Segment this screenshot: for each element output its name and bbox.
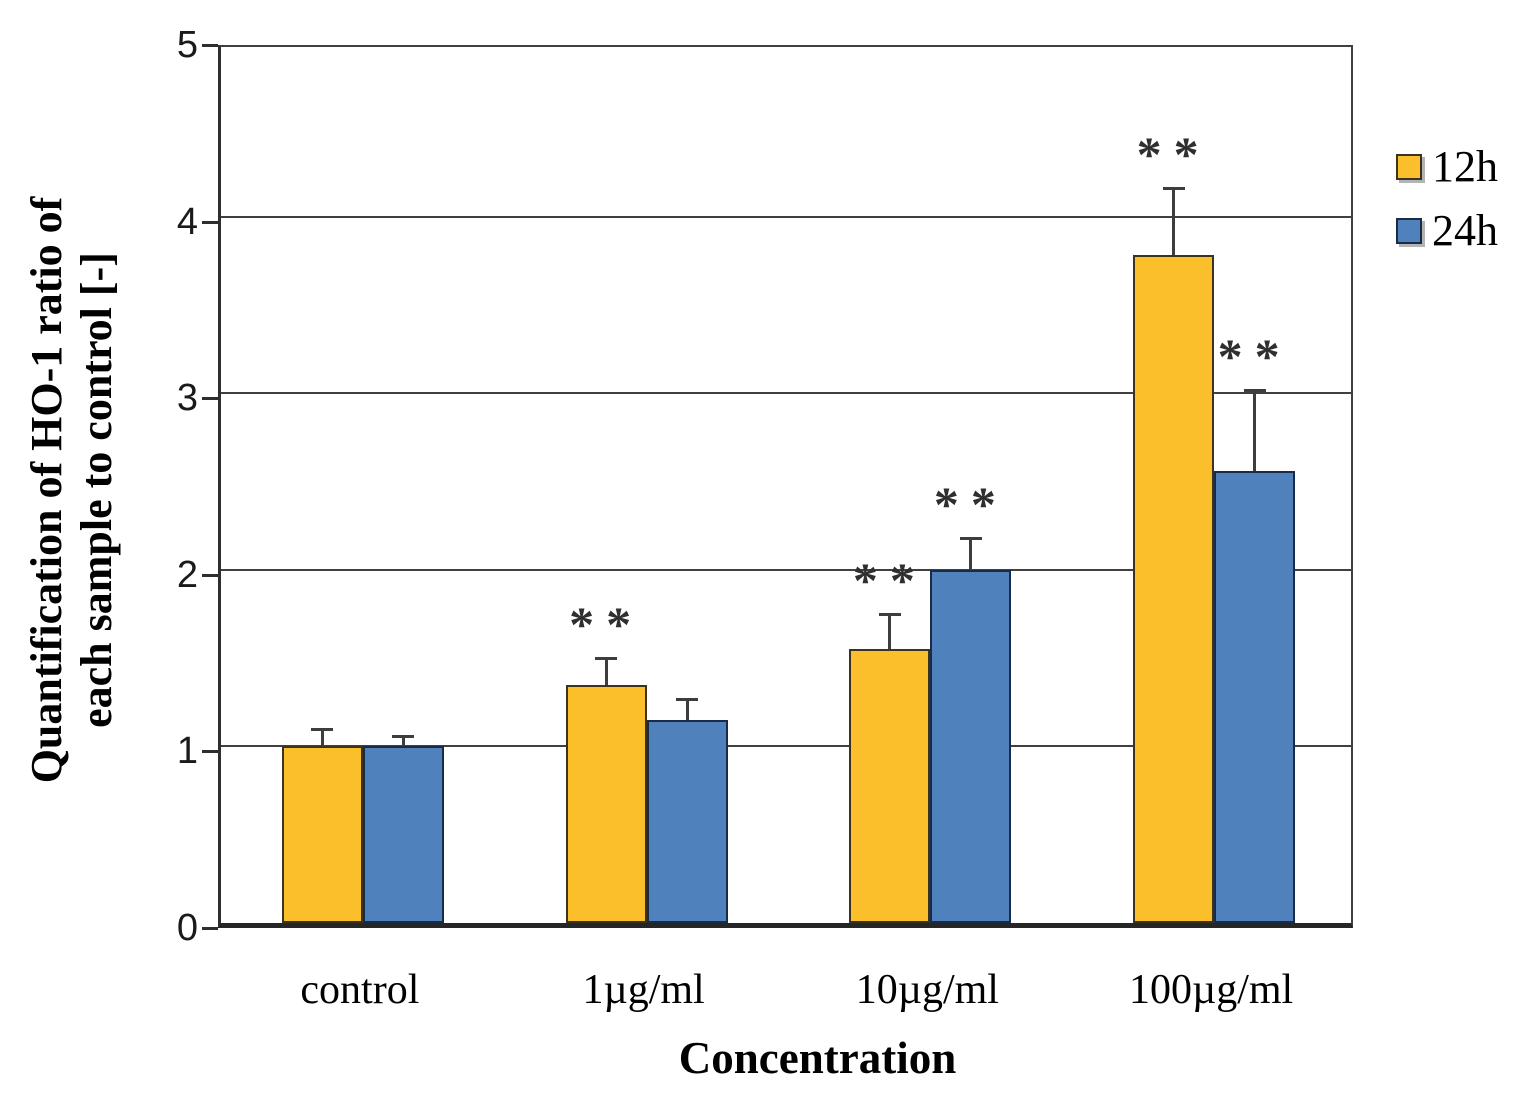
- legend-label-12h: 12h: [1432, 142, 1498, 191]
- legend-swatch-12h: [1396, 154, 1422, 180]
- bar-24h-10µg/ml: [930, 569, 1012, 923]
- error-cap-24h-1µg/ml: [676, 697, 699, 701]
- y-tick-mark-2: [202, 573, 218, 577]
- error-cap-12h-10µg/ml: [878, 612, 901, 616]
- plot-area: ** ** ** ** **: [218, 45, 1353, 928]
- y-tick-mark-4: [202, 220, 218, 224]
- x-axis-title: Concentration: [678, 1033, 957, 1083]
- error-bar-12h-control: [320, 728, 324, 747]
- bar-12h-10µg/ml: [849, 649, 931, 923]
- error-bar-24h-100µg/ml: [1253, 389, 1257, 471]
- significance-12h-100µg/ml: **: [1136, 126, 1211, 183]
- bar-12h-1µg/ml: [565, 684, 647, 923]
- gridline-y3: [221, 392, 1351, 395]
- error-bar-12h-1µg/ml: [604, 658, 608, 685]
- legend-label-24h: 24h: [1432, 206, 1498, 255]
- gridline-y1: [221, 745, 1351, 748]
- bar-12h-control: [281, 746, 363, 923]
- error-cap-12h-100µg/ml: [1162, 187, 1185, 191]
- y-tick-label-0: 0: [176, 907, 198, 949]
- bar-12h-100µg/ml: [1133, 255, 1215, 923]
- error-bar-12h-100µg/ml: [1172, 188, 1176, 256]
- legend-item-24h: 24h: [1396, 208, 1498, 254]
- error-cap-24h-control: [392, 734, 415, 738]
- error-cap-12h-1µg/ml: [595, 657, 618, 661]
- x-category-label-100µg/ml: 100µg/ml: [1129, 967, 1294, 1013]
- significance-24h-100µg/ml: **: [1217, 327, 1292, 384]
- bar-24h-1µg/ml: [646, 719, 728, 923]
- legend-item-12h: 12h: [1396, 144, 1498, 190]
- error-cap-24h-10µg/ml: [959, 537, 982, 541]
- bar-24h-100µg/ml: [1214, 470, 1296, 923]
- gridline-y4: [221, 215, 1351, 218]
- y-tick-label-2: 2: [176, 553, 198, 596]
- gridline-y2: [221, 568, 1351, 571]
- y-tick-label-4: 4: [176, 200, 198, 243]
- y-axis-title-line1: Quantification of HO-1 ratio of: [22, 196, 71, 784]
- error-bar-12h-10µg/ml: [888, 613, 892, 650]
- legend: 12h 24h: [1396, 144, 1498, 272]
- legend-swatch-24h: [1396, 218, 1422, 244]
- error-cap-24h-100µg/ml: [1243, 388, 1266, 392]
- y-tick-label-3: 3: [176, 377, 198, 420]
- x-category-label-1µg/ml: 1µg/ml: [582, 967, 705, 1013]
- y-tick-label-5: 5: [176, 24, 198, 66]
- error-bar-24h-1µg/ml: [685, 698, 689, 720]
- bar-24h-control: [362, 746, 444, 923]
- y-tick-mark-5: [202, 44, 218, 47]
- significance-12h-1µg/ml: **: [569, 596, 644, 653]
- y-axis-title: Quantification of HO-1 ratio of each sam…: [22, 197, 122, 784]
- significance-12h-10µg/ml: **: [852, 551, 927, 608]
- y-tick-mark-1: [202, 750, 218, 754]
- error-cap-12h-control: [311, 727, 334, 731]
- x-category-label-control: control: [300, 967, 420, 1013]
- y-tick-mark-0: [202, 927, 218, 930]
- x-category-label-10µg/ml: 10µg/ml: [855, 967, 999, 1013]
- error-bar-24h-control: [401, 735, 405, 747]
- y-tick-label-1: 1: [176, 730, 198, 773]
- y-axis-title-line2: each sample to control [-]: [72, 252, 121, 728]
- error-bar-24h-10µg/ml: [969, 538, 973, 570]
- significance-24h-10µg/ml: **: [933, 476, 1008, 533]
- y-tick-mark-3: [202, 397, 218, 401]
